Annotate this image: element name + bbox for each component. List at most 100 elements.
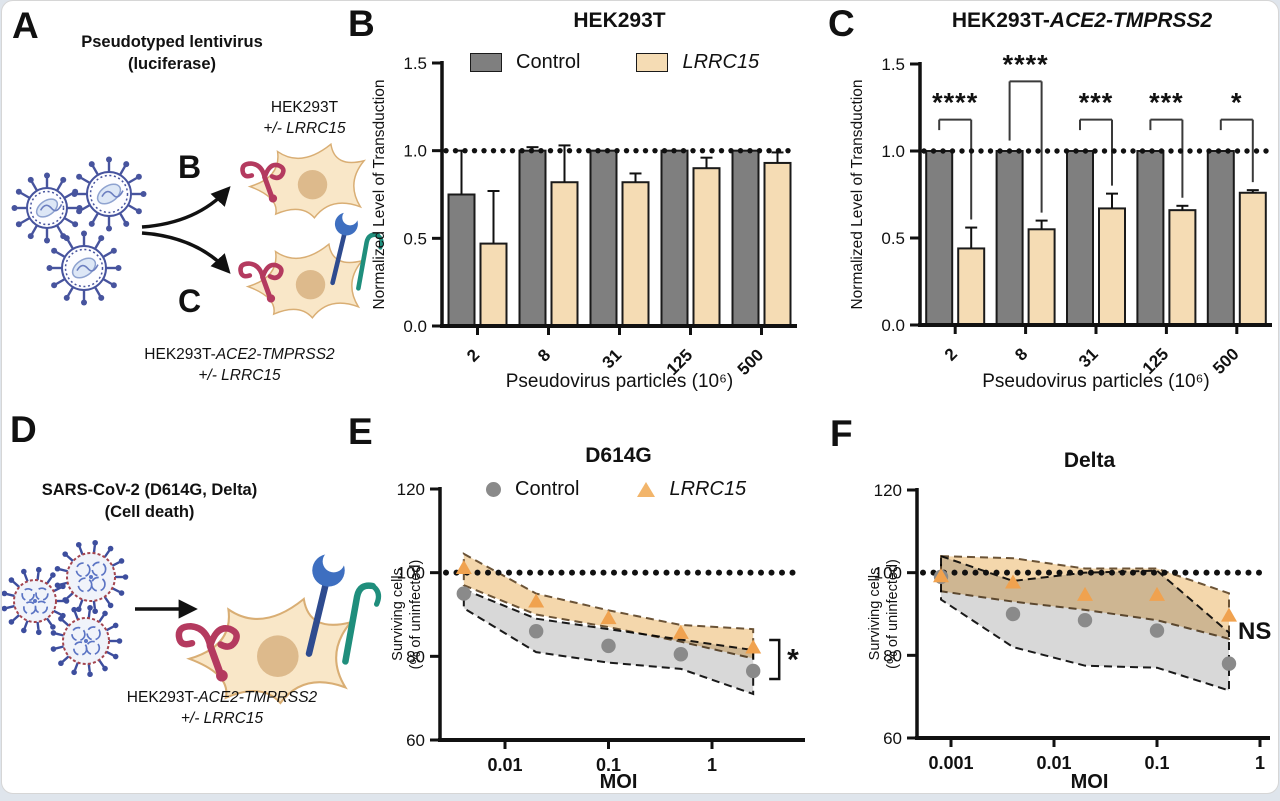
reference-line-dot	[1234, 148, 1241, 154]
coronavirus-icon	[50, 604, 123, 678]
coronavirus-icon	[2, 566, 70, 636]
reference-line-dot	[709, 147, 715, 154]
reference-line-dot	[695, 569, 701, 576]
reference-line-dot	[590, 569, 596, 576]
panel-a-cell-top-label: HEK293T +/- LRRC15	[232, 97, 377, 139]
lrrc15-swatch	[636, 53, 669, 72]
hek293t-ace2-tmprss2-cell	[175, 550, 382, 705]
reference-line-dot	[1263, 148, 1269, 154]
legend-item-lrrc15: LRRC15	[636, 51, 759, 74]
point-control-3	[1149, 623, 1165, 638]
reference-line-dot	[737, 569, 743, 576]
reference-line-dot	[983, 569, 989, 576]
reference-line-dot	[747, 147, 753, 154]
reference-line-dot	[737, 147, 744, 154]
reference-line-dot	[623, 147, 630, 154]
bar-lrrc15-125	[1168, 209, 1197, 326]
reference-line-dot	[1177, 148, 1184, 154]
control-swatch	[470, 53, 502, 72]
reference-line-dot	[1225, 148, 1231, 154]
reference-line-dot	[1193, 569, 1199, 576]
reference-line-dot	[758, 569, 764, 576]
point-control-1	[1005, 606, 1021, 622]
y-axis-title: Normalized Level of Transduction	[849, 79, 866, 309]
reference-line-dot	[642, 147, 649, 154]
reference-line-dot	[474, 569, 481, 576]
bar-lrrc15-8	[550, 181, 579, 327]
bar-control-500	[1206, 150, 1235, 326]
chart-delta: 60 80 100 120 Surviving cells (% of uninfecte…	[867, 481, 1271, 773]
arrow-label-b: B	[178, 149, 202, 185]
reference-line-dot	[1215, 148, 1222, 154]
reference-line-dot	[1168, 148, 1174, 154]
reference-line-dot	[485, 569, 491, 576]
reference-line-dot	[547, 147, 554, 154]
reference-line-dot	[1035, 569, 1042, 576]
reference-line-dot	[962, 569, 968, 576]
reference-line-dot	[747, 569, 754, 576]
bar-control-2	[925, 150, 954, 326]
reference-line-dot	[728, 147, 734, 154]
point-lrrc15-1	[528, 593, 545, 608]
reference-line-dot	[766, 147, 772, 154]
lrrc15-receptor-icon	[240, 161, 286, 203]
legend-label: LRRC15	[669, 478, 747, 500]
reference-line-dot	[726, 569, 733, 576]
reference-line-dot	[674, 569, 680, 576]
cell-nucleus	[297, 169, 328, 200]
x-tick-label: 2	[463, 345, 483, 365]
bar-control-31	[1066, 150, 1094, 326]
reference-line-dot	[1206, 148, 1212, 154]
x-tick-label: 0.1	[1144, 753, 1169, 773]
reference-line-dot	[1130, 148, 1136, 154]
reference-line-dot	[1082, 148, 1089, 154]
y-tick-label: 1.5	[881, 55, 905, 74]
reference-line-dot	[1092, 148, 1098, 154]
reference-line-dot	[652, 147, 658, 154]
panel-a-title-line2: (luciferase)	[127, 55, 217, 73]
significance-stars: *	[1231, 88, 1243, 118]
panel-a-illustration	[11, 142, 384, 319]
lrrc15-receptor-icon	[175, 623, 240, 682]
y-axis-title: Normalized Level of Transduction	[371, 79, 388, 309]
panel-d-cell-label: HEK293T-ACE2-TMPRSS2 +/- LRRC15	[62, 687, 382, 729]
reference-line-dot	[1046, 569, 1052, 576]
cell-line1: HEK293T-ACE2-TMPRSS2	[62, 687, 382, 708]
reference-line-dot	[471, 147, 478, 154]
reference-line-dot	[506, 569, 512, 576]
point-lrrc15-0	[455, 559, 472, 574]
y-axis-title-line1: Surviving cells	[867, 568, 883, 661]
y-tick-label: 60	[406, 731, 425, 750]
y-tick-label: 0.5	[881, 229, 905, 248]
reference-line-dot	[585, 147, 592, 154]
y-tick-label: 0.5	[403, 229, 427, 248]
reference-line-dot	[548, 569, 554, 576]
reference-line-dot	[1025, 148, 1032, 154]
y-tick-label: 0.0	[881, 316, 905, 335]
point-control-4	[745, 663, 761, 679]
point-control-0	[456, 586, 472, 601]
legend-item-control: Control	[470, 51, 580, 74]
panel-letter-d: D	[10, 409, 37, 450]
point-control-3	[673, 647, 689, 662]
reference-line-dot	[632, 569, 638, 576]
x-tick-label: 1	[707, 755, 717, 775]
title-delta: Delta	[1063, 449, 1116, 472]
reference-line-dot	[500, 147, 506, 154]
reference-line-dot	[1077, 569, 1084, 576]
lentivirus-icon	[46, 230, 122, 306]
legend-label: Control	[515, 478, 580, 500]
y-tick-label: 1.5	[403, 54, 427, 73]
point-lrrc15-3	[672, 624, 689, 639]
reference-line-dot	[1035, 148, 1041, 154]
panel-letter-f: F	[830, 413, 853, 454]
cell-bottom-line2: +/- LRRC15	[198, 367, 281, 384]
point-lrrc15-0	[933, 568, 950, 583]
reference-line-dot	[1067, 569, 1073, 576]
significance-stars: ***	[1149, 88, 1184, 118]
reference-line-dot	[993, 569, 1000, 576]
bar-lrrc15-500	[763, 161, 792, 327]
reference-line-dot	[1025, 569, 1031, 576]
plain-part: HEK293T-	[144, 346, 216, 363]
